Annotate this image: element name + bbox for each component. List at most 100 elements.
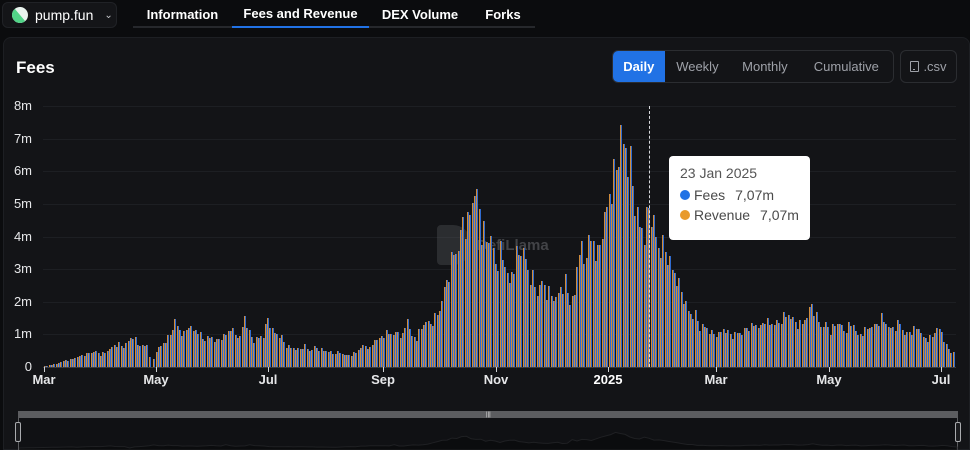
bar[interactable] bbox=[560, 287, 562, 368]
bar[interactable] bbox=[911, 334, 913, 367]
bar[interactable] bbox=[723, 329, 725, 368]
bar[interactable] bbox=[176, 326, 178, 367]
bar[interactable] bbox=[186, 329, 188, 367]
bar[interactable] bbox=[218, 339, 220, 368]
bar[interactable] bbox=[205, 340, 207, 368]
bar[interactable] bbox=[175, 319, 177, 368]
bar[interactable] bbox=[522, 247, 524, 367]
bar[interactable] bbox=[61, 362, 63, 367]
bar[interactable] bbox=[713, 334, 715, 367]
bar[interactable] bbox=[860, 333, 862, 367]
bar[interactable] bbox=[546, 299, 547, 367]
bar[interactable] bbox=[804, 320, 806, 367]
bar[interactable] bbox=[458, 250, 460, 368]
bar[interactable] bbox=[142, 345, 144, 367]
bar[interactable] bbox=[367, 349, 368, 367]
bar[interactable] bbox=[677, 285, 679, 368]
bar[interactable] bbox=[353, 352, 355, 367]
bar[interactable] bbox=[332, 353, 334, 368]
bar[interactable] bbox=[260, 336, 262, 367]
bar[interactable] bbox=[803, 320, 805, 367]
bar[interactable] bbox=[85, 352, 87, 367]
bar[interactable] bbox=[355, 352, 357, 368]
bar[interactable] bbox=[600, 244, 602, 368]
bar[interactable] bbox=[787, 315, 789, 368]
bar[interactable] bbox=[247, 327, 249, 367]
bar[interactable] bbox=[816, 311, 818, 368]
bar[interactable] bbox=[544, 285, 546, 367]
bar[interactable] bbox=[130, 337, 131, 367]
bar[interactable] bbox=[272, 328, 274, 368]
bar[interactable] bbox=[125, 343, 127, 367]
bar[interactable] bbox=[866, 328, 868, 368]
bar[interactable] bbox=[99, 355, 101, 367]
bar[interactable] bbox=[207, 335, 209, 367]
bar[interactable] bbox=[318, 350, 320, 367]
bar[interactable] bbox=[279, 338, 281, 368]
bar[interactable] bbox=[400, 337, 402, 367]
bar[interactable] bbox=[903, 334, 905, 367]
bar[interactable] bbox=[810, 304, 812, 368]
bar[interactable] bbox=[828, 327, 830, 367]
bar[interactable] bbox=[774, 325, 776, 367]
bar[interactable] bbox=[897, 320, 899, 367]
bar[interactable] bbox=[643, 244, 645, 367]
bar[interactable] bbox=[802, 323, 804, 367]
bar[interactable] bbox=[712, 329, 713, 367]
bar[interactable] bbox=[440, 311, 442, 367]
bar[interactable] bbox=[383, 337, 385, 368]
bar[interactable] bbox=[616, 170, 618, 368]
bar[interactable] bbox=[825, 322, 827, 367]
bar[interactable] bbox=[800, 319, 802, 367]
bar[interactable] bbox=[141, 345, 143, 367]
bar[interactable] bbox=[165, 343, 167, 367]
bar[interactable] bbox=[405, 327, 407, 368]
bar[interactable] bbox=[645, 206, 647, 367]
bar[interactable] bbox=[395, 331, 397, 367]
bar[interactable] bbox=[393, 335, 395, 368]
bar[interactable] bbox=[372, 344, 374, 367]
tab-forks[interactable]: Forks bbox=[485, 6, 521, 22]
bar[interactable] bbox=[738, 332, 740, 367]
bar[interactable] bbox=[938, 329, 940, 367]
bar[interactable] bbox=[878, 326, 880, 367]
bar[interactable] bbox=[720, 332, 722, 367]
bar[interactable] bbox=[519, 255, 521, 368]
bar[interactable] bbox=[763, 323, 765, 367]
bar[interactable] bbox=[158, 347, 160, 367]
bar[interactable] bbox=[57, 363, 59, 368]
bar[interactable] bbox=[932, 336, 934, 368]
bar[interactable] bbox=[156, 351, 158, 367]
bar[interactable] bbox=[326, 350, 328, 367]
bar[interactable] bbox=[386, 330, 388, 367]
bar[interactable] bbox=[556, 296, 558, 367]
bar[interactable] bbox=[336, 351, 338, 367]
bar[interactable] bbox=[594, 260, 596, 368]
bar[interactable] bbox=[354, 352, 356, 367]
bar[interactable] bbox=[794, 321, 796, 368]
bar[interactable] bbox=[192, 331, 194, 367]
bar[interactable] bbox=[644, 244, 646, 367]
bar[interactable] bbox=[116, 347, 117, 367]
drag-grip-icon[interactable]: ||| bbox=[486, 412, 491, 418]
bar[interactable] bbox=[718, 331, 719, 368]
bar[interactable] bbox=[144, 345, 146, 367]
bar[interactable] bbox=[701, 324, 703, 367]
bar[interactable] bbox=[806, 318, 808, 367]
bar[interactable] bbox=[131, 337, 132, 367]
bar[interactable] bbox=[251, 336, 253, 367]
bar[interactable] bbox=[714, 334, 716, 367]
bar[interactable] bbox=[830, 334, 832, 368]
bar[interactable] bbox=[300, 348, 302, 367]
bar[interactable] bbox=[507, 273, 509, 367]
bar[interactable] bbox=[620, 124, 622, 368]
bar[interactable] bbox=[422, 325, 424, 368]
bar[interactable] bbox=[550, 296, 552, 368]
bar[interactable] bbox=[862, 336, 863, 367]
bar[interactable] bbox=[211, 337, 213, 367]
bar[interactable] bbox=[660, 257, 662, 368]
bar[interactable] bbox=[697, 321, 698, 367]
bar[interactable] bbox=[936, 327, 938, 368]
bar[interactable] bbox=[453, 255, 454, 367]
bar[interactable] bbox=[693, 318, 695, 367]
